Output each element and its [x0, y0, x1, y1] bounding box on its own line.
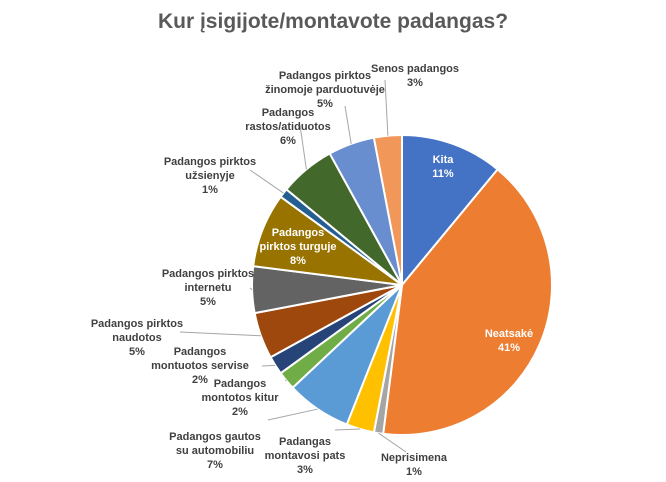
chart-title: Kur įsigijote/montavote padangas? — [157, 10, 509, 33]
data-label-percent: 1% — [406, 466, 422, 478]
leader-line — [384, 79, 389, 136]
leader-line — [261, 364, 276, 367]
leader-line — [267, 408, 318, 421]
data-label-percent: 3% — [297, 464, 313, 476]
data-label-percent: 1% — [202, 184, 218, 196]
data-label-percent: 41% — [498, 342, 520, 354]
data-label-category: Padangos — [174, 346, 227, 358]
data-label-category: Senos padangos — [371, 63, 459, 75]
data-label-category: Padangos pirktos — [162, 268, 254, 280]
data-label-category: rastos/atiduotos — [245, 121, 331, 133]
data-label-category: Padangos gautos — [169, 431, 261, 443]
leader-line — [334, 428, 361, 431]
data-label-category: Padangos — [272, 227, 325, 239]
data-label-percent: 11% — [432, 168, 454, 180]
leader-line — [249, 287, 253, 291]
data-label-category: montuotos servise — [151, 360, 249, 372]
leader-line — [378, 432, 407, 453]
data-label-percent: 5% — [129, 346, 145, 358]
leader-line — [249, 169, 284, 194]
data-label-category: internetu — [184, 282, 231, 294]
data-label-percent: 5% — [200, 296, 216, 308]
data-label-category: Padangos — [214, 378, 267, 390]
data-label-category: Neprisimena — [381, 452, 448, 464]
data-label-percent: 2% — [192, 374, 208, 386]
leader-line — [284, 379, 287, 382]
pie-slice — [382, 168, 553, 436]
leader-line — [299, 124, 307, 170]
data-label-category: montavosi pats — [265, 450, 346, 462]
data-label-category: Padangos pirktos — [164, 156, 256, 168]
data-label-category: Padangos pirktos — [279, 70, 371, 82]
data-label-category: užsienyje — [185, 170, 235, 182]
data-label-percent: 3% — [407, 77, 423, 89]
leader-line — [179, 331, 261, 337]
data-label-percent: 7% — [207, 459, 223, 471]
data-label-category: žinomoje parduotuvėje — [265, 84, 385, 96]
data-label-percent: 2% — [232, 406, 248, 418]
data-label-category: montotos kitur — [202, 392, 280, 404]
data-label-category: Padangos pirktos — [91, 318, 183, 330]
data-label-percent: 8% — [290, 255, 306, 267]
leader-line — [344, 105, 352, 144]
data-label-category: pirktos turguje — [259, 241, 336, 253]
data-label-category: naudotos — [112, 332, 162, 344]
data-label-category: Neatsakė — [485, 328, 533, 340]
data-label-category: Kita — [433, 154, 455, 166]
data-label-percent: 6% — [280, 135, 296, 147]
pie-slice — [372, 133, 403, 286]
data-label-category: su automobiliu — [176, 445, 254, 457]
data-label-category: Padangas — [279, 436, 331, 448]
pie-slice — [401, 133, 500, 288]
data-label-percent: 5% — [317, 98, 333, 110]
data-label-category: Padangos — [262, 107, 315, 119]
